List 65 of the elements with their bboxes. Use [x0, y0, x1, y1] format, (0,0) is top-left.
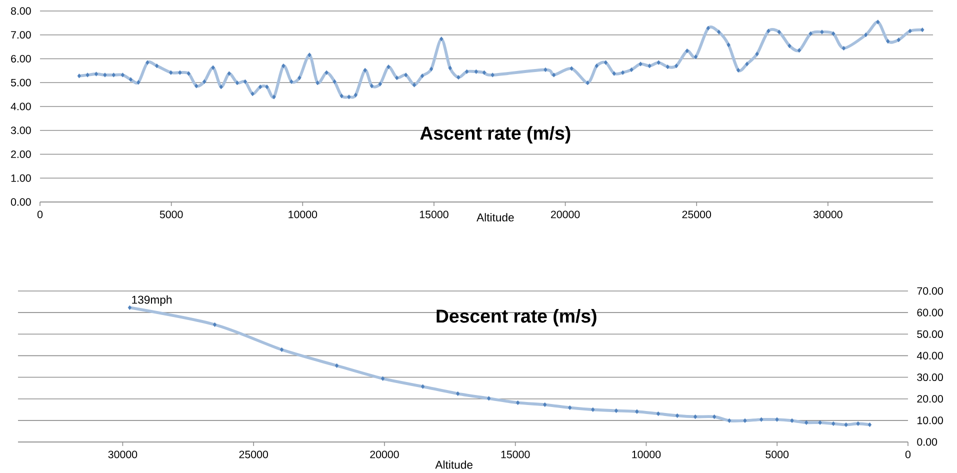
- x-tick-label: 15000: [501, 450, 530, 458]
- x-axis-title: Altitude: [476, 212, 514, 222]
- point: [712, 414, 716, 419]
- point: [421, 384, 425, 389]
- point: [728, 418, 732, 423]
- y-tick-label: 2.00: [11, 150, 31, 158]
- point: [656, 411, 660, 416]
- x-tick-label: 15000: [420, 210, 448, 218]
- y-tick-label: 6.00: [11, 54, 31, 62]
- point: [818, 420, 822, 425]
- point: [743, 418, 747, 423]
- point: [856, 421, 860, 426]
- x-tick-label: 20000: [551, 210, 580, 218]
- x-tick-label: 5000: [766, 450, 789, 458]
- x-axis-title: Altitude: [435, 460, 472, 469]
- text: Ascent rate (m/s): [420, 126, 570, 144]
- y-tick-label: 40.00: [916, 352, 943, 360]
- point: [568, 405, 572, 410]
- x-tick-label: 25000: [239, 450, 268, 458]
- text: Descent rate (m/s): [436, 308, 596, 326]
- y-tick-label: 0.00: [917, 438, 938, 446]
- x-tick-label: 0: [905, 450, 911, 458]
- annotation: 139mph: [132, 295, 172, 306]
- x-tick-label: 20000: [370, 450, 399, 458]
- y-tick-label: 30.00: [917, 373, 943, 381]
- y-tick-label: 70.00: [917, 287, 943, 295]
- point: [868, 422, 872, 427]
- point: [591, 407, 595, 412]
- point: [775, 417, 779, 422]
- y-tick-label: 7.00: [11, 30, 31, 39]
- y-tick-label: 60.00: [917, 308, 943, 316]
- point: [380, 376, 385, 381]
- point: [804, 420, 808, 425]
- point: [280, 347, 284, 352]
- x-tick-label: 30000: [108, 450, 138, 458]
- point: [694, 414, 698, 419]
- point: [760, 417, 764, 422]
- point: [635, 409, 639, 414]
- x-tick-label: 10000: [632, 450, 661, 458]
- x-tick-label: 25000: [682, 210, 712, 218]
- x-tick-label: 5000: [160, 210, 183, 218]
- y-tick-label: 8.00: [11, 7, 31, 15]
- point: [790, 418, 794, 423]
- y-tick-label: 1.00: [11, 174, 31, 182]
- y-tick-label: 20.00: [917, 394, 943, 403]
- point: [487, 396, 491, 401]
- point: [334, 363, 339, 368]
- point: [456, 391, 460, 396]
- point: [543, 402, 547, 407]
- x-tick-label: 10000: [288, 210, 318, 218]
- point: [675, 413, 680, 418]
- y-tick-label: 3.00: [10, 126, 31, 134]
- x-tick-label: 0: [37, 210, 43, 218]
- point: [212, 322, 217, 327]
- y-tick-label: 10.00: [918, 416, 943, 424]
- x-tick-label: 30000: [814, 210, 842, 218]
- point: [832, 421, 836, 426]
- point: [614, 408, 618, 413]
- point: [128, 305, 132, 310]
- y-tick-label: 0.00: [10, 198, 31, 206]
- point: [516, 400, 520, 405]
- y-tick-label: 5.00: [10, 78, 31, 86]
- point: [844, 422, 848, 427]
- y-tick-label: 50.00: [917, 330, 943, 338]
- y-tick-label: 4.00: [10, 102, 31, 110]
